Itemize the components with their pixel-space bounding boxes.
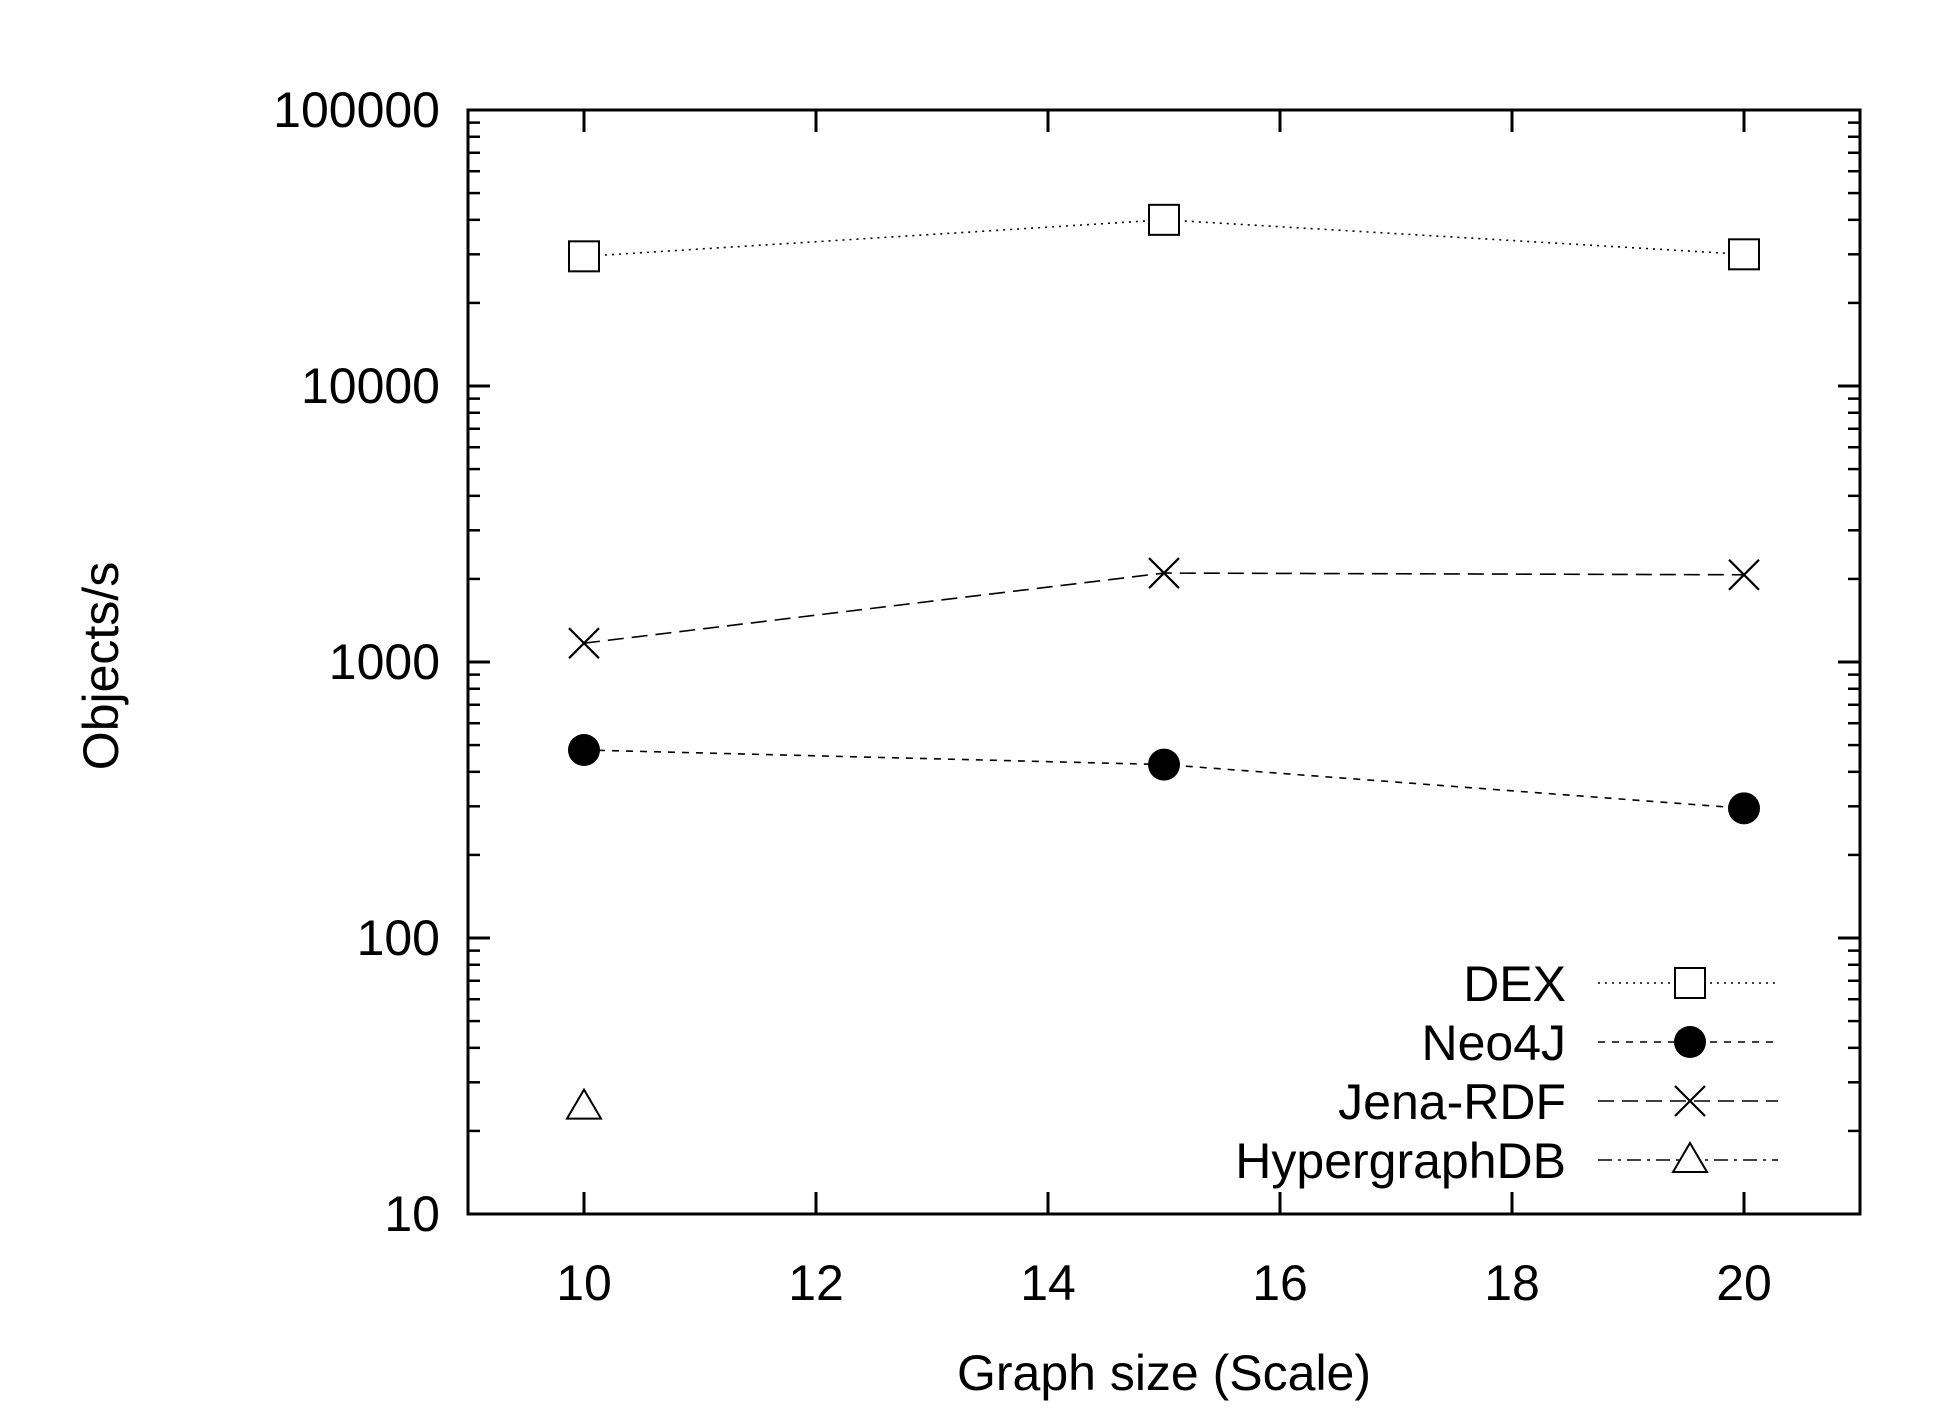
y-tick-label: 1000 [329, 634, 440, 690]
series-line-jena-rdf [583, 572, 1745, 644]
data-point-neo4j [568, 733, 600, 766]
legend-marker-neo4j [1674, 1026, 1706, 1058]
y-tick-label: 100 [357, 910, 440, 966]
legend-label-jena-rdf: Jena-RDF [1338, 1074, 1566, 1130]
x-tick-label: 20 [1716, 1255, 1772, 1311]
x-tick-label: 16 [1252, 1255, 1308, 1311]
legend-label-neo4j: Neo4J [1421, 1015, 1566, 1071]
legend-marker-dex [1674, 967, 1706, 999]
data-point-dex [568, 240, 600, 273]
y-axis-title: Objects/s [73, 562, 129, 770]
legend-label-dex: DEX [1463, 956, 1566, 1012]
data-point-neo4j [1728, 792, 1760, 825]
x-axis-title: Graph size (Scale) [957, 1345, 1371, 1401]
legend-marker-hypergraphdb [1671, 1141, 1709, 1173]
y-tick-label: 10000 [301, 358, 440, 414]
data-point-dex [1728, 238, 1760, 271]
legend-marker-jena-rdf [1674, 1085, 1706, 1117]
x-tick-label: 18 [1484, 1255, 1540, 1311]
data-point-hypergraphdb [565, 1087, 603, 1120]
y-tick-label: 10 [384, 1186, 440, 1242]
plot-frame [466, 108, 1862, 1216]
data-point-neo4j [1148, 748, 1180, 781]
data-point-dex [1148, 203, 1180, 236]
data-point-jena-rdf [568, 627, 600, 659]
legend-label-hypergraphdb: HypergraphDB [1235, 1133, 1566, 1189]
y-tick-label: 100000 [273, 82, 440, 138]
x-tick-label: 14 [1020, 1255, 1076, 1311]
data-point-jena-rdf [1148, 557, 1180, 589]
x-tick-label: 12 [788, 1255, 844, 1311]
x-tick-label: 10 [556, 1255, 612, 1311]
data-point-jena-rdf [1728, 559, 1760, 591]
